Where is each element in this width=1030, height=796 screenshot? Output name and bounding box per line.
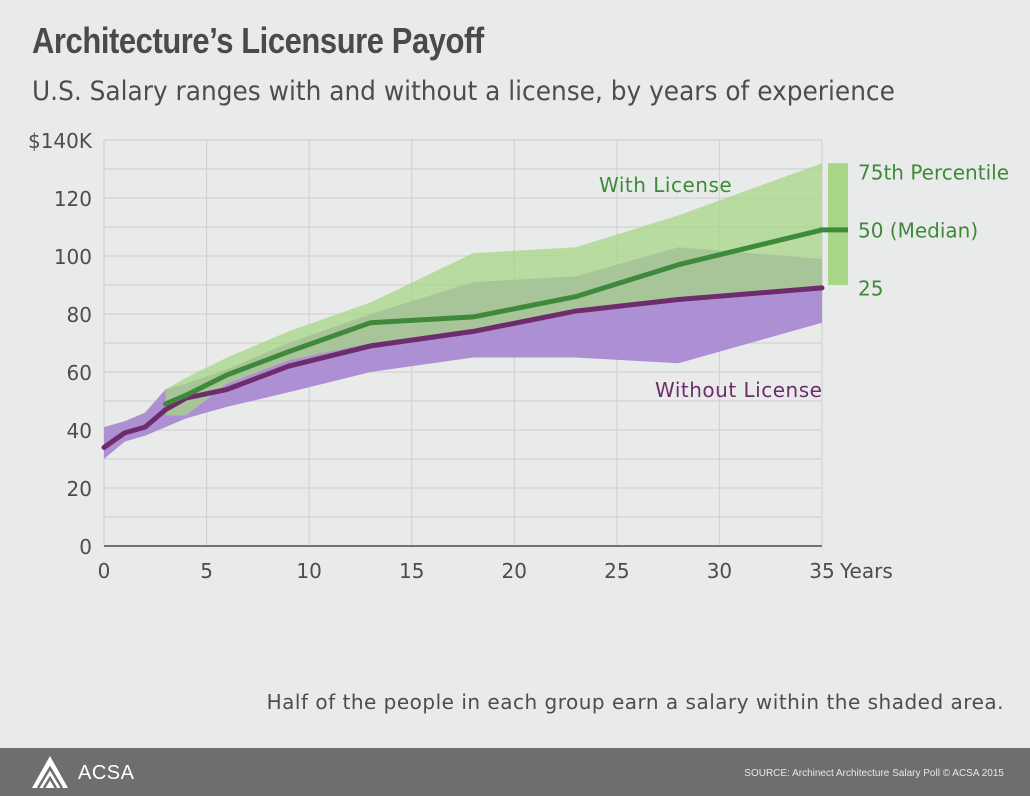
y-tick-label: $140K	[28, 129, 93, 153]
x-tick-label: 25	[604, 559, 629, 583]
page-subtitle: U.S. Salary ranges with and without a li…	[32, 76, 895, 107]
band-with-license	[165, 163, 823, 416]
acsa-triangle-logo-icon	[32, 756, 68, 789]
x-tick-label: 5	[200, 559, 213, 583]
x-tick-label: 10	[296, 559, 321, 583]
y-tick-label: 40	[67, 419, 92, 443]
source-note: SOURCE: Archinect Architecture Salary Po…	[744, 768, 1004, 779]
brand-name: ACSA	[78, 762, 135, 784]
legend-75th-label: 75th Percentile	[858, 161, 1009, 185]
percentile-bands	[104, 163, 823, 459]
x-tick-label: 0	[98, 559, 111, 583]
legend-25th-label: 25	[858, 277, 883, 301]
series-annotations: With License Without License	[599, 173, 822, 402]
percentile-legend: 75th Percentile 50 (Median) 25	[820, 161, 1009, 301]
legend-band-swatch	[828, 163, 848, 285]
annotation-without-license: Without License	[655, 378, 822, 402]
x-tick-label: 15	[399, 559, 424, 583]
median-line-with-license	[163, 227, 825, 407]
x-tick-label: 30	[707, 559, 732, 583]
x-tick-label: 20	[502, 559, 527, 583]
y-tick-label: 100	[54, 245, 92, 269]
legend-median-label: 50 (Median)	[858, 219, 978, 243]
footer-bar: ACSA SOURCE: Archinect Architecture Sala…	[0, 748, 1030, 796]
y-tick-label: 80	[67, 303, 92, 327]
y-tick-label: 20	[67, 477, 92, 501]
page-title: Architecture’s Licensure Payoff	[32, 20, 484, 61]
chart-axes: 0 20 40 60 80 100 120 $140K 0 5 10 15 20 25 30 35 Years	[28, 129, 893, 583]
x-tick-label: 35	[809, 559, 834, 583]
y-tick-label: 60	[67, 361, 92, 385]
median-lines	[101, 227, 825, 450]
y-tick-label: 120	[54, 187, 92, 211]
annotation-with-license: With License	[599, 173, 732, 197]
footnote: Half of the people in each group earn a …	[266, 690, 1004, 714]
median-line-without-license	[101, 285, 825, 450]
y-tick-label: 0	[79, 535, 92, 559]
x-unit-label: Years	[839, 559, 893, 583]
